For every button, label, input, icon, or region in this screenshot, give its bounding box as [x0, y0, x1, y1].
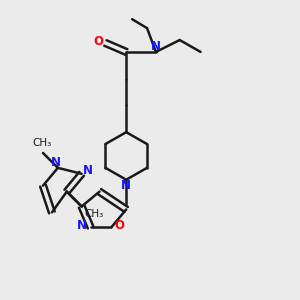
Text: N: N: [121, 178, 131, 192]
Text: CH₃: CH₃: [85, 209, 104, 219]
Text: CH₃: CH₃: [32, 138, 51, 148]
Text: N: N: [51, 156, 62, 169]
Text: O: O: [115, 219, 125, 232]
Text: N: N: [83, 164, 93, 177]
Text: O: O: [93, 35, 103, 48]
Text: N: N: [151, 40, 161, 53]
Text: N: N: [77, 219, 87, 232]
